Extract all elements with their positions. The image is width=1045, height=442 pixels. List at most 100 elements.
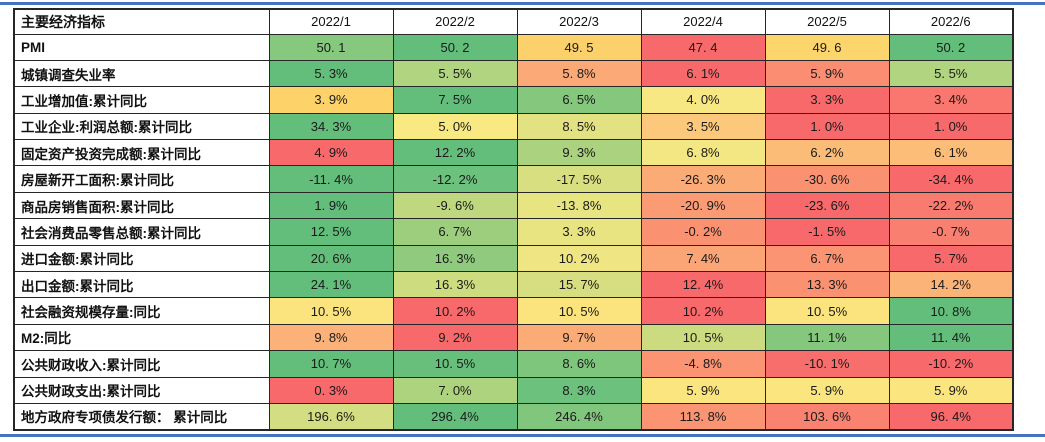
table-row: 社会消费品零售总额:累计同比 12. 5% 6. 7% 3. 3% -0. 2% -1. … xyxy=(13,218,1014,246)
value-cell: -10. 2% xyxy=(888,350,1014,378)
table-body: PMI 50. 1 50. 2 49. 5 47. 4 49. 6 50. 2 城镇调查失业率… xyxy=(13,33,1014,431)
value-cell: 5. 9% xyxy=(888,376,1014,404)
value-cell: 20. 6% xyxy=(268,244,394,273)
row-label: 商品房销售面积:累计同比 xyxy=(13,191,270,220)
value-cell: 3. 5% xyxy=(640,112,766,141)
row-label: 工业增加值:累计同比 xyxy=(13,86,270,114)
value-cell: 5. 5% xyxy=(888,59,1014,88)
value-cell: 1. 9% xyxy=(268,191,394,220)
value-cell: 5. 9% xyxy=(640,376,766,404)
column-header: 2022/2 xyxy=(392,8,518,35)
value-cell: 16. 3% xyxy=(392,271,518,299)
value-cell: 5. 7% xyxy=(888,244,1014,273)
table-row: M2:同比 9. 8% 9. 2% 9. 7% 10. 5% 11. 1% 11. 4% xyxy=(13,323,1014,352)
value-cell: 1. 0% xyxy=(888,112,1014,141)
column-header: 2022/4 xyxy=(640,8,766,35)
value-cell: 6. 1% xyxy=(888,139,1014,167)
value-cell: 16. 3% xyxy=(392,244,518,273)
value-cell: 8. 3% xyxy=(516,376,642,404)
value-cell: 12. 5% xyxy=(268,218,394,246)
value-cell: 4. 9% xyxy=(268,139,394,167)
value-cell: 50. 2 xyxy=(888,33,1014,61)
value-cell: 12. 4% xyxy=(640,271,766,299)
table-row: 社会融资规模存量:同比 10. 5% 10. 2% 10. 5% 10. 2% 10. 5… xyxy=(13,297,1014,325)
value-cell: 24. 1% xyxy=(268,271,394,299)
value-cell: 5. 0% xyxy=(392,112,518,141)
row-label: M2:同比 xyxy=(13,323,270,352)
value-cell: 9. 8% xyxy=(268,323,394,352)
value-cell: 47. 4 xyxy=(640,33,766,61)
row-label: 社会融资规模存量:同比 xyxy=(13,297,270,325)
value-cell: 4. 0% xyxy=(640,86,766,114)
value-cell: -0. 7% xyxy=(888,218,1014,246)
value-cell: 0. 3% xyxy=(268,376,394,404)
value-cell: -10. 1% xyxy=(764,350,890,378)
row-label: PMI xyxy=(13,33,270,61)
value-cell: 1. 0% xyxy=(764,112,890,141)
value-cell: 7. 4% xyxy=(640,244,766,273)
table-row: 公共财政支出:累计同比 0. 3% 7. 0% 8. 3% 5. 9% 5. 9% 5. 9… xyxy=(13,376,1014,404)
value-cell: 10. 5% xyxy=(640,323,766,352)
value-cell: -26. 3% xyxy=(640,165,766,193)
table-row: 商品房销售面积:累计同比 1. 9% -9. 6% -13. 8% -20. 9% -23… xyxy=(13,191,1014,220)
value-cell: 49. 6 xyxy=(764,33,890,61)
table-row: 工业企业:利润总额:累计同比 34. 3% 5. 0% 8. 5% 3. 5% 1. 0%… xyxy=(13,112,1014,141)
row-label: 固定资产投资完成额:累计同比 xyxy=(13,139,270,167)
row-label: 城镇调查失业率 xyxy=(13,59,270,88)
value-cell: 113. 8% xyxy=(640,402,766,431)
value-cell: 9. 2% xyxy=(392,323,518,352)
value-cell: 6. 2% xyxy=(764,139,890,167)
value-cell: -12. 2% xyxy=(392,165,518,193)
value-cell: 6. 7% xyxy=(392,218,518,246)
value-cell: -0. 2% xyxy=(640,218,766,246)
value-cell: 50. 2 xyxy=(392,33,518,61)
table-row: 固定资产投资完成额:累计同比 4. 9% 12. 2% 9. 3% 6. 8% 6. 2%… xyxy=(13,139,1014,167)
row-label: 进口金额:累计同比 xyxy=(13,244,270,273)
value-cell: -9. 6% xyxy=(392,191,518,220)
value-cell: 15. 7% xyxy=(516,271,642,299)
value-cell: -17. 5% xyxy=(516,165,642,193)
table-title-cell: 主要经济指标 xyxy=(13,8,270,35)
value-cell: 10. 5% xyxy=(392,350,518,378)
value-cell: -23. 6% xyxy=(764,191,890,220)
row-label: 房屋新开工面积:累计同比 xyxy=(13,165,270,193)
value-cell: -11. 4% xyxy=(268,165,394,193)
value-cell: 196. 6% xyxy=(268,402,394,431)
value-cell: 11. 4% xyxy=(888,323,1014,352)
value-cell: 9. 3% xyxy=(516,139,642,167)
value-cell: -1. 5% xyxy=(764,218,890,246)
row-label: 公共财政收入:累计同比 xyxy=(13,350,270,378)
row-label: 出口金额:累计同比 xyxy=(13,271,270,299)
value-cell: 5. 3% xyxy=(268,59,394,88)
value-cell: 296. 4% xyxy=(392,402,518,431)
table-row: 进口金额:累计同比 20. 6% 16. 3% 10. 2% 7. 4% 6. 7% 5. … xyxy=(13,244,1014,273)
value-cell: 5. 9% xyxy=(764,59,890,88)
value-cell: -20. 9% xyxy=(640,191,766,220)
row-label: 社会消费品零售总额:累计同比 xyxy=(13,218,270,246)
table-row: 城镇调查失业率 5. 3% 5. 5% 5. 8% 6. 1% 5. 9% 5. 5% xyxy=(13,59,1014,88)
value-cell: 6. 8% xyxy=(640,139,766,167)
value-cell: 103. 6% xyxy=(764,402,890,431)
column-header: 2022/3 xyxy=(516,8,642,35)
value-cell: 6. 5% xyxy=(516,86,642,114)
value-cell: 5. 8% xyxy=(516,59,642,88)
table-row: 地方政府专项债发行额： 累计同比 196. 6% 296. 4% 246. 4% 113… xyxy=(13,402,1014,431)
value-cell: -30. 6% xyxy=(764,165,890,193)
header-row: 主要经济指标 2022/1 2022/2 2022/3 2022/4 2022/5 202… xyxy=(13,8,1014,35)
value-cell: 3. 3% xyxy=(516,218,642,246)
value-cell: 10. 2% xyxy=(640,297,766,325)
bottom-divider-rule xyxy=(0,434,1045,437)
row-label: 工业企业:利润总额:累计同比 xyxy=(13,112,270,141)
table-row: PMI 50. 1 50. 2 49. 5 47. 4 49. 6 50. 2 xyxy=(13,33,1014,61)
value-cell: 10. 2% xyxy=(516,244,642,273)
value-cell: 34. 3% xyxy=(268,112,394,141)
value-cell: 3. 9% xyxy=(268,86,394,114)
column-header: 2022/5 xyxy=(764,8,890,35)
value-cell: 13. 3% xyxy=(764,271,890,299)
value-cell: -22. 2% xyxy=(888,191,1014,220)
table-row: 工业增加值:累计同比 3. 9% 7. 5% 6. 5% 4. 0% 3. 3% 3. 4% xyxy=(13,86,1014,114)
value-cell: 49. 5 xyxy=(516,33,642,61)
value-cell: -34. 4% xyxy=(888,165,1014,193)
value-cell: 5. 9% xyxy=(764,376,890,404)
value-cell: 8. 5% xyxy=(516,112,642,141)
